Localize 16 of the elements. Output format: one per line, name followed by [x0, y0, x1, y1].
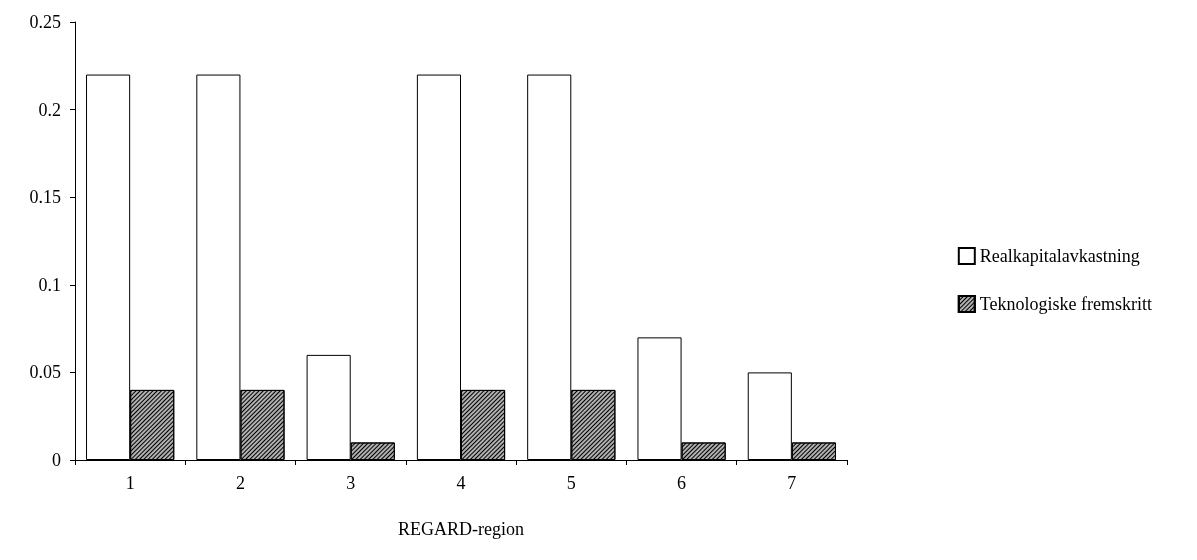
x-tick-label: 4: [456, 473, 466, 493]
y-tick-label: 0.1: [38, 274, 61, 295]
x-tick-label: 3: [346, 473, 356, 493]
x-tick-label: 2: [235, 473, 245, 493]
y-tick-label: 0.15: [29, 187, 61, 208]
y-tick-label: 0: [52, 450, 61, 470]
legend-label: Teknologiske fremskritt: [979, 294, 1153, 314]
x-tick-label: 1: [125, 473, 135, 493]
y-tick-label: 0.25: [29, 12, 61, 32]
y-tick-label: 0.2: [38, 99, 61, 120]
x-tick-label: 7: [787, 473, 797, 493]
legend-label: Realkapitalavkastning: [979, 246, 1140, 266]
y-tick-label: 0.05: [29, 362, 61, 383]
x-axis-title: REGARD-region: [398, 519, 524, 539]
x-tick-label: 5: [566, 473, 576, 493]
x-tick-label: 6: [677, 473, 687, 493]
